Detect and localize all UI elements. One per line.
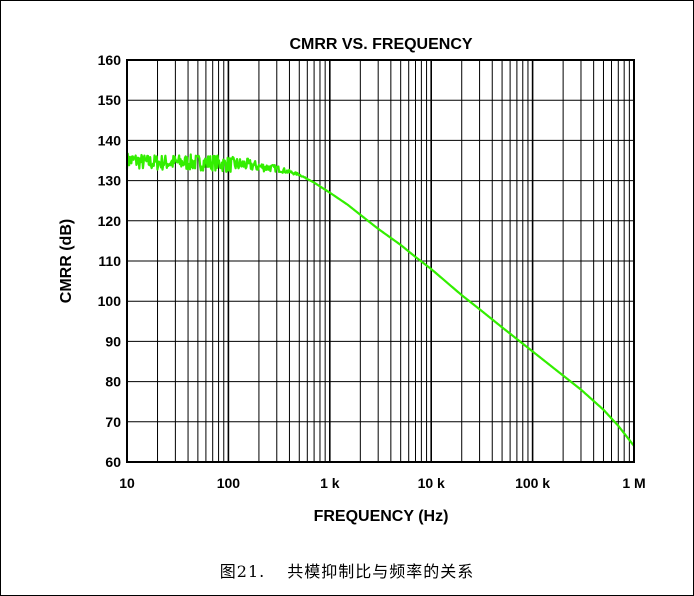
x-axis-label: FREQUENCY (Hz) — [314, 508, 449, 525]
y-tick-label: 60 — [105, 454, 121, 470]
figure-caption: 图21. 共模抑制比与频率的关系 — [0, 558, 694, 582]
caption-text: 共模抑制比与频率的关系 — [287, 562, 475, 581]
y-tick-label: 90 — [105, 333, 121, 349]
x-tick-label: 10 — [119, 475, 135, 491]
y-axis-label: CMRR (dB) — [58, 219, 75, 303]
y-tick-label: 80 — [105, 374, 121, 390]
y-tick-label: 130 — [98, 173, 122, 189]
cmrr-chart: CMRR VS. FREQUENCY 10 100 1 k 10 k 100 k 1 M 6… — [58, 36, 646, 525]
x-tick-label: 10 k — [418, 475, 445, 491]
y-tick-label: 160 — [98, 52, 122, 68]
series-layer — [125, 152, 635, 447]
chart-title: CMRR VS. FREQUENCY — [289, 36, 472, 53]
y-tick-label: 100 — [98, 293, 122, 309]
plot-area-border — [126, 59, 635, 463]
cmrr-curve — [125, 152, 635, 447]
grid — [126, 59, 634, 463]
x-tick-label: 1 M — [622, 475, 645, 491]
y-tick-label: 110 — [98, 253, 121, 269]
y-tick-label: 150 — [98, 92, 122, 108]
x-tick-label: 1 k — [320, 475, 340, 491]
tick-labels: 10 100 1 k 10 k 100 k 1 M 60 70 80 90 100 110 120 130… — [98, 52, 646, 491]
x-tick-label: 100 — [217, 475, 241, 491]
x-tick-label: 100 k — [515, 475, 550, 491]
figure-label: 图21. — [219, 562, 266, 581]
y-tick-label: 140 — [98, 132, 122, 148]
y-tick-label: 120 — [98, 213, 122, 229]
y-tick-label: 70 — [105, 414, 121, 430]
